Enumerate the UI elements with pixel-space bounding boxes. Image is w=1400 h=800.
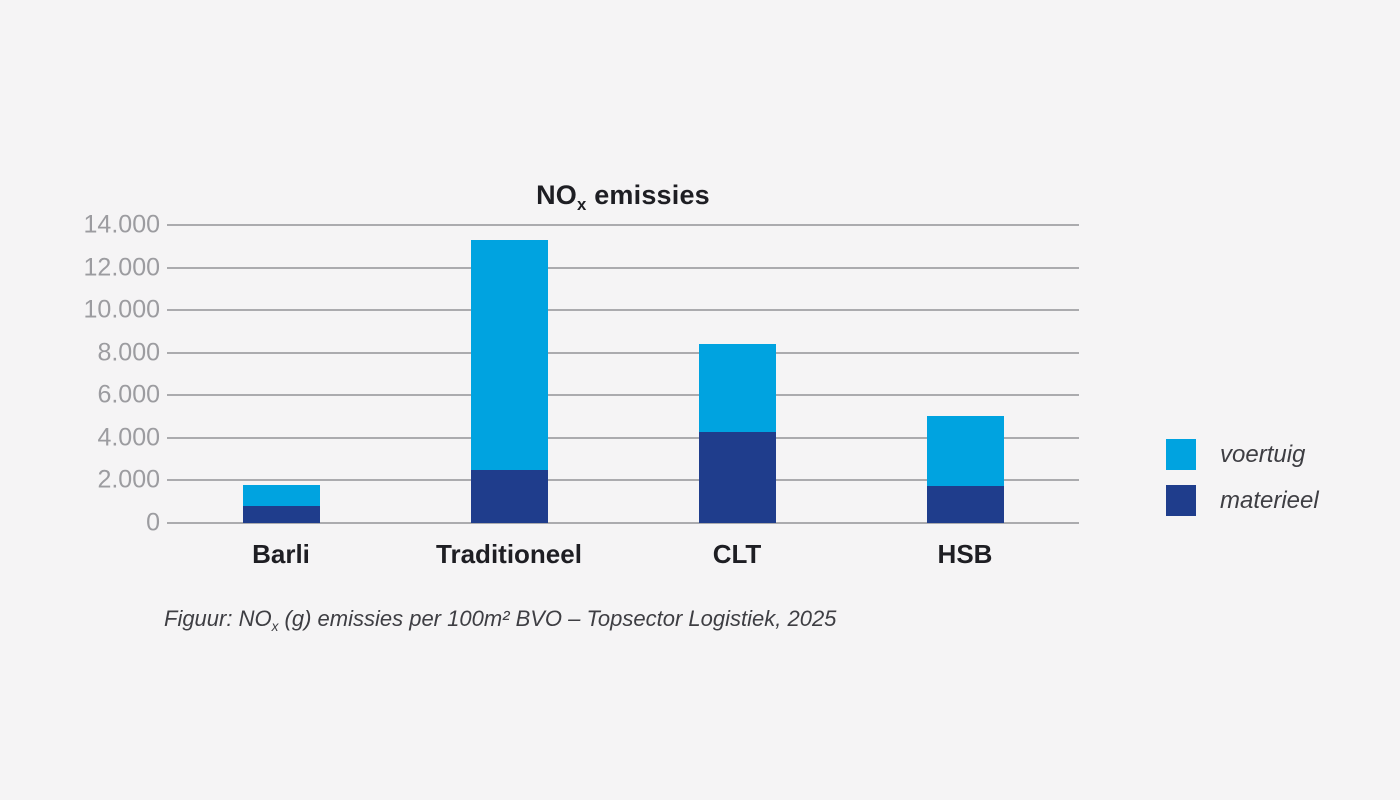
bar-segment-traditioneel-materieel	[470, 469, 548, 523]
legend: voertuig materieel	[1166, 439, 1319, 531]
gridline-2.000	[167, 479, 1079, 482]
legend-swatch-voertuig	[1166, 439, 1196, 470]
y-tick-label-10.000: 10.000	[83, 295, 160, 324]
figure-caption: Figuur: NOx (g) emissies per 100m² BVO –…	[164, 606, 837, 634]
bar-segment-barli-voertuig	[242, 484, 320, 506]
x-axis-label-traditioneel: Traditioneel	[436, 539, 582, 569]
bar-segment-barli-materieel	[242, 506, 320, 523]
caption-suffix: (g) emissies per 100m² BVO – Topsector L…	[278, 606, 837, 631]
y-tick-label-0: 0	[146, 508, 160, 537]
legend-label-voertuig: voertuig	[1220, 440, 1306, 468]
caption-subscript: x	[271, 618, 279, 634]
x-axis-label-hsb: HSB	[937, 539, 993, 569]
y-tick-label-2.000: 2.000	[97, 465, 160, 494]
x-axis-label-barli: Barli	[252, 539, 310, 569]
y-tick-label-14.000: 14.000	[83, 210, 160, 239]
y-tick-label-12.000: 12.000	[83, 253, 160, 282]
plot-area: Barli Traditioneel CLT HSB	[167, 224, 1079, 569]
y-axis: 0 2.000 4.000 6.000 8.000 10.000 12.000 14.000	[20, 211, 160, 537]
bar-segment-hsb-materieel	[926, 485, 1004, 523]
gridline-8.000	[167, 351, 1079, 354]
legend-swatch-materieel	[1166, 485, 1196, 516]
gridline-6.000	[167, 394, 1079, 397]
chart-title-suffix: emissies	[586, 180, 710, 210]
bar-segment-traditioneel-voertuig	[470, 239, 548, 470]
chart-title-prefix: NO	[536, 180, 577, 210]
legend-item-voertuig: voertuig	[1166, 439, 1319, 470]
y-tick-label-6.000: 6.000	[97, 380, 160, 409]
bar-segment-clt-voertuig	[698, 344, 776, 432]
x-axis-label-clt: CLT	[712, 539, 762, 569]
legend-label-materieel: materieel	[1220, 486, 1319, 514]
chart-title: NOx emissies	[167, 180, 1079, 214]
y-tick-label-8.000: 8.000	[97, 338, 160, 367]
gridline-0	[167, 522, 1079, 524]
gridline-12.000	[167, 266, 1079, 269]
chart-title-subscript: x	[576, 194, 587, 214]
bar-segment-clt-materieel	[698, 431, 776, 523]
gridline-4.000	[167, 436, 1079, 439]
legend-item-materieel: materieel	[1166, 485, 1319, 516]
caption-prefix: Figuur: NO	[164, 606, 272, 631]
gridline-10.000	[167, 309, 1079, 312]
gridline-14.000	[167, 224, 1079, 226]
bar-segment-hsb-voertuig	[926, 415, 1004, 486]
y-tick-label-4.000: 4.000	[97, 423, 160, 452]
